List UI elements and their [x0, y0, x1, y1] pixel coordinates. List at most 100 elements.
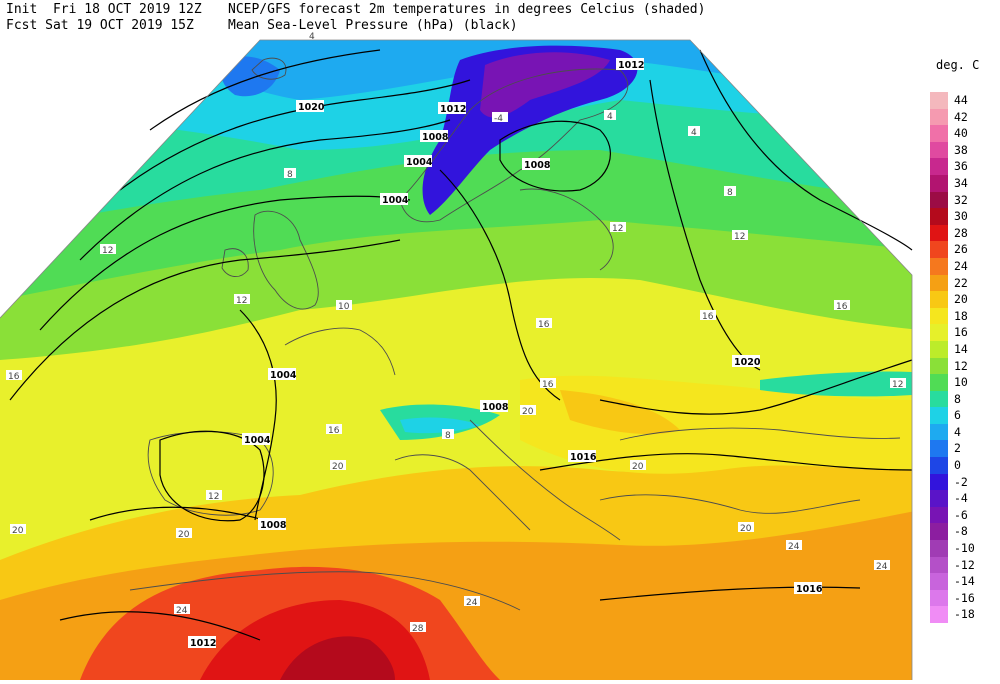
legend-swatch [930, 473, 948, 491]
temperature-label: 16 [836, 302, 848, 312]
temperature-label: 16 [702, 312, 714, 322]
legend-label: -14 [954, 574, 975, 589]
legend-title: deg. C [936, 58, 980, 72]
temperature-label: 16 [328, 426, 340, 436]
pressure-label: 1016 [796, 584, 823, 595]
legend-row: 44 [930, 92, 990, 109]
pressure-label: 1004 [382, 195, 409, 206]
legend-swatch [930, 457, 948, 474]
forecast-time: Fcst Sat 19 OCT 2019 15Z [6, 18, 194, 33]
legend-swatch [930, 340, 948, 358]
legend-label: 42 [954, 109, 968, 124]
temperature-label: 20 [12, 526, 24, 536]
legend-label: 16 [954, 325, 968, 340]
legend-row: -12 [930, 556, 990, 574]
legend-label: -2 [954, 474, 968, 489]
temperature-label: 16 [542, 380, 554, 390]
legend-label: 4 [954, 424, 961, 439]
legend-swatch [930, 324, 948, 341]
legend-label: 0 [954, 458, 961, 473]
temperature-label: 8 [727, 188, 733, 198]
legend-label: -18 [954, 607, 975, 622]
temperature-label: 4 [309, 32, 315, 42]
pressure-label: 1012 [440, 104, 466, 115]
temperature-label: 10 [338, 302, 350, 312]
legend-swatch [930, 606, 948, 623]
legend-row: 22 [930, 274, 990, 292]
temperature-label: 20 [522, 407, 534, 417]
legend-row: -14 [930, 573, 990, 590]
legend-row: 24 [930, 257, 990, 275]
legend-swatch [930, 357, 948, 375]
legend-label: 28 [954, 225, 968, 240]
temperature-label: 24 [788, 542, 800, 552]
pressure-label: 1008 [260, 520, 287, 531]
legend-row: -18 [930, 606, 990, 623]
temperature-label: 12 [102, 246, 113, 256]
temperature-label: 28 [412, 624, 424, 634]
legend-row: 32 [930, 191, 990, 209]
legend-label: 14 [954, 341, 968, 356]
legend-swatch [930, 506, 948, 524]
temperature-label: 24 [176, 606, 188, 616]
temperature-label: 4 [607, 112, 613, 122]
legend-row: 10 [930, 374, 990, 391]
legend-row: -16 [930, 589, 990, 607]
pressure-label: 1004 [244, 435, 271, 446]
coastlines [129, 57, 901, 611]
legend-swatch [930, 208, 948, 225]
legend-swatch [930, 274, 948, 292]
legend-label: -12 [954, 557, 975, 572]
temperature-label: 12 [892, 380, 903, 390]
legend-label: 34 [954, 175, 968, 190]
legend-label: 18 [954, 308, 968, 323]
legend-swatch [930, 374, 948, 391]
pressure-label: 1004 [270, 370, 297, 381]
legend-swatch [930, 92, 948, 109]
legend-label: 6 [954, 408, 961, 423]
temperature-label: 16 [8, 372, 20, 382]
legend-swatch [930, 589, 948, 607]
temperature-label: 12 [208, 492, 219, 502]
pressure-label: 1012 [618, 60, 644, 71]
legend-swatch [930, 108, 948, 126]
legend-swatch [930, 490, 948, 507]
legend-swatch [930, 158, 948, 175]
legend-label: -10 [954, 541, 975, 556]
pressure-label: 1008 [524, 160, 551, 171]
legend-label: 32 [954, 192, 968, 207]
legend-row: 40 [930, 125, 990, 142]
legend-row: 18 [930, 307, 990, 325]
legend-row: 14 [930, 340, 990, 358]
legend-label: 10 [954, 375, 968, 390]
temperature-label: 12 [612, 224, 623, 234]
legend-label: 26 [954, 242, 968, 257]
legend-label: -6 [954, 507, 968, 522]
legend-swatch [930, 390, 948, 408]
temperature-label: 24 [466, 598, 478, 608]
temperature-label: 16 [538, 320, 550, 330]
legend-swatch [930, 440, 948, 458]
legend-row: 20 [930, 291, 990, 308]
temperature-label: 8 [287, 170, 293, 180]
legend-row: 12 [930, 357, 990, 375]
legend-label: 22 [954, 275, 968, 290]
pressure-label: 1020 [298, 102, 325, 113]
legend-swatch [930, 125, 948, 142]
temperature-label: 8 [445, 431, 451, 441]
map-border [0, 39, 913, 680]
isobar-labels: 1020 1012 1008 1004 1004 1004 1004 1008 … [188, 58, 823, 649]
legend-row: -4 [930, 490, 990, 507]
legend-label: 24 [954, 258, 968, 273]
pressure-label: 1008 [482, 402, 509, 413]
temperature-label: 4 [691, 128, 697, 138]
temperature-label: 24 [876, 562, 888, 572]
map-title-line2: Mean Sea-Level Pressure (hPa) (black) [228, 18, 518, 33]
legend-row: 2 [930, 440, 990, 458]
legend-row: -2 [930, 473, 990, 491]
legend-row: 6 [930, 407, 990, 424]
legend-row: 8 [930, 390, 990, 408]
legend-swatch [930, 224, 948, 242]
legend-label: 8 [954, 391, 961, 406]
legend-row: 28 [930, 224, 990, 242]
